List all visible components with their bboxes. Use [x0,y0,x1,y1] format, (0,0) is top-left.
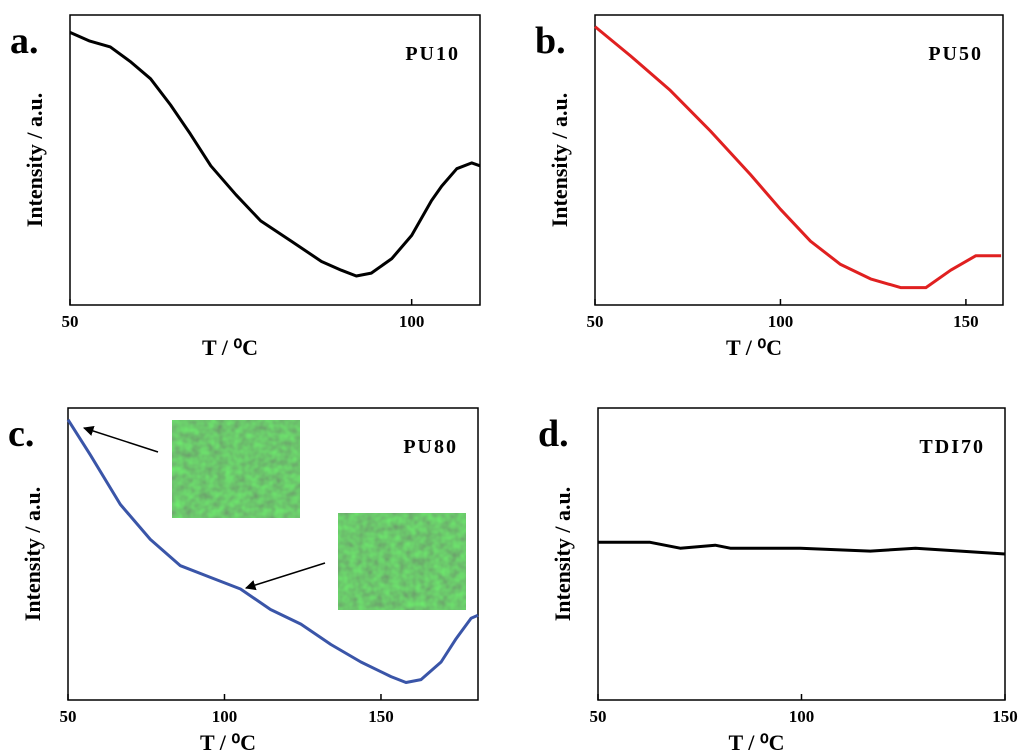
x-tick-label: 50 [587,312,604,331]
x-tick-label: 100 [399,312,425,331]
inset-texture [172,420,300,518]
panel-title: TDI70 [919,436,985,458]
panel-letter: a. [10,20,39,62]
plot-frame [594,14,1004,306]
plot-frame [67,407,479,701]
x-axis-label: T / ⁰C [726,335,782,360]
x-axis-label: T / ⁰C [202,335,258,360]
inset-texture [338,513,466,610]
x-tick-label: 100 [789,707,815,726]
x-tick-label: 100 [768,312,794,331]
y-axis-label: Intensity / a.u. [22,93,47,227]
x-axis-label: T / ⁰C [200,730,256,754]
x-tick-label: 50 [62,312,79,331]
x-tick-label: 100 [212,707,238,726]
arrow [83,425,159,453]
panel-title: PU10 [405,43,460,65]
data-line [594,25,1002,290]
y-axis-label: Intensity / a.u. [550,487,575,621]
data-line [66,418,479,684]
arrow [244,562,326,591]
panel-title: PU80 [403,436,458,458]
x-axis-label: T / ⁰C [728,730,784,754]
panel-letter: c. [8,413,34,455]
x-tick-label: 50 [60,707,77,726]
y-axis-label: Intensity / a.u. [20,487,45,621]
x-tick-label: 50 [590,707,607,726]
panel-letter: d. [538,413,569,455]
data-line [598,540,1006,556]
y-axis-label: Intensity / a.u. [547,93,572,227]
plot-frame [69,14,481,306]
data-line [69,31,481,278]
x-tick-label: 150 [953,312,979,331]
panel-title: PU50 [928,43,983,65]
x-tick-label: 150 [992,707,1018,726]
panel-letter: b. [535,20,566,62]
x-tick-label: 150 [368,707,394,726]
